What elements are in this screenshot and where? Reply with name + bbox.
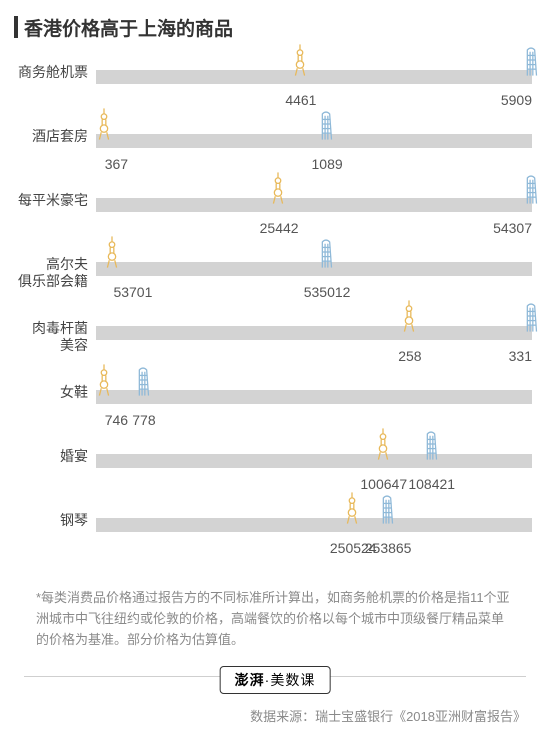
shanghai-tower-icon: [267, 172, 291, 206]
hongkong-value: 5909: [501, 92, 532, 108]
hongkong-value: 778: [132, 412, 155, 428]
hongkong-tower-icon: [520, 172, 544, 206]
hongkong-value: 54307: [493, 220, 532, 236]
row-label: 钢琴: [8, 512, 88, 529]
chart-row: 高尔夫 俱乐部会籍 53701 535012: [0, 254, 550, 318]
hongkong-tower-icon: [520, 300, 544, 334]
shanghai-tower-icon: [372, 428, 396, 462]
shanghai-value: 258: [398, 348, 421, 364]
row-label: 女鞋: [8, 384, 88, 401]
hongkong-value: 253865: [365, 540, 412, 556]
hongkong-tower-icon: [376, 492, 400, 526]
hongkong-value: 535012: [304, 284, 351, 300]
row-label: 高尔夫 俱乐部会籍: [8, 256, 88, 290]
chart-row: 女鞋 746 778: [0, 382, 550, 446]
row-label: 婚宴: [8, 448, 88, 465]
hongkong-value: 108421: [408, 476, 455, 492]
data-source-text: 数据来源：瑞士宝盛银行《2018亚洲财富报告》: [0, 706, 526, 725]
source-badge: 澎湃·美数课: [220, 666, 331, 694]
hongkong-tower-icon: [132, 364, 156, 398]
shanghai-value: 746: [105, 412, 128, 428]
chart-row: 婚宴 100647 108421: [0, 446, 550, 510]
hongkong-tower-icon: [315, 108, 339, 142]
hongkong-tower-icon: [315, 236, 339, 270]
shanghai-tower-icon: [289, 44, 313, 78]
chart-row: 商务舱机票 4461 5909: [0, 62, 550, 126]
shanghai-tower-icon: [398, 300, 422, 334]
bar-track: 367 1089: [96, 134, 532, 148]
hongkong-tower-icon: [520, 44, 544, 78]
badge-bold-text: 澎湃: [235, 672, 265, 688]
row-label: 每平米豪宅: [8, 192, 88, 209]
bar-track: 258 331: [96, 326, 532, 340]
row-label: 肉毒杆菌 美容: [8, 320, 88, 354]
chart-row: 每平米豪宅 25442 54307: [0, 190, 550, 254]
shanghai-value: 53701: [113, 284, 152, 300]
title-accent: [14, 16, 18, 38]
hongkong-tower-icon: [420, 428, 444, 462]
chart-title: 香港价格高于上海的商品: [24, 14, 233, 41]
row-label: 酒店套房: [8, 128, 88, 145]
shanghai-value: 25442: [260, 220, 299, 236]
shanghai-value: 367: [105, 156, 128, 172]
bar-track: 746 778: [96, 390, 532, 404]
badge-light-text: 美数课: [270, 672, 315, 688]
hongkong-value: 1089: [312, 156, 343, 172]
shanghai-value: 4461: [285, 92, 316, 108]
bar-track: 250524 253865: [96, 518, 532, 532]
bar-track: 100647 108421: [96, 454, 532, 468]
shanghai-value: 100647: [360, 476, 407, 492]
shanghai-tower-icon: [93, 108, 117, 142]
chart-row: 钢琴 250524 253865: [0, 510, 550, 574]
shanghai-tower-icon: [101, 236, 125, 270]
bar-track: 4461 5909: [96, 70, 532, 84]
footnote-text: *每类消费品价格通过报告方的不同标准所计算出，如商务舱机票的价格是指11个亚洲城…: [36, 588, 514, 650]
bar-track: 25442 54307: [96, 198, 532, 212]
hongkong-value: 331: [509, 348, 532, 364]
chart-row: 肉毒杆菌 美容 258 331: [0, 318, 550, 382]
row-label: 商务舱机票: [8, 64, 88, 81]
bar-track: 53701 535012: [96, 262, 532, 276]
shanghai-tower-icon: [93, 364, 117, 398]
shanghai-tower-icon: [341, 492, 365, 526]
